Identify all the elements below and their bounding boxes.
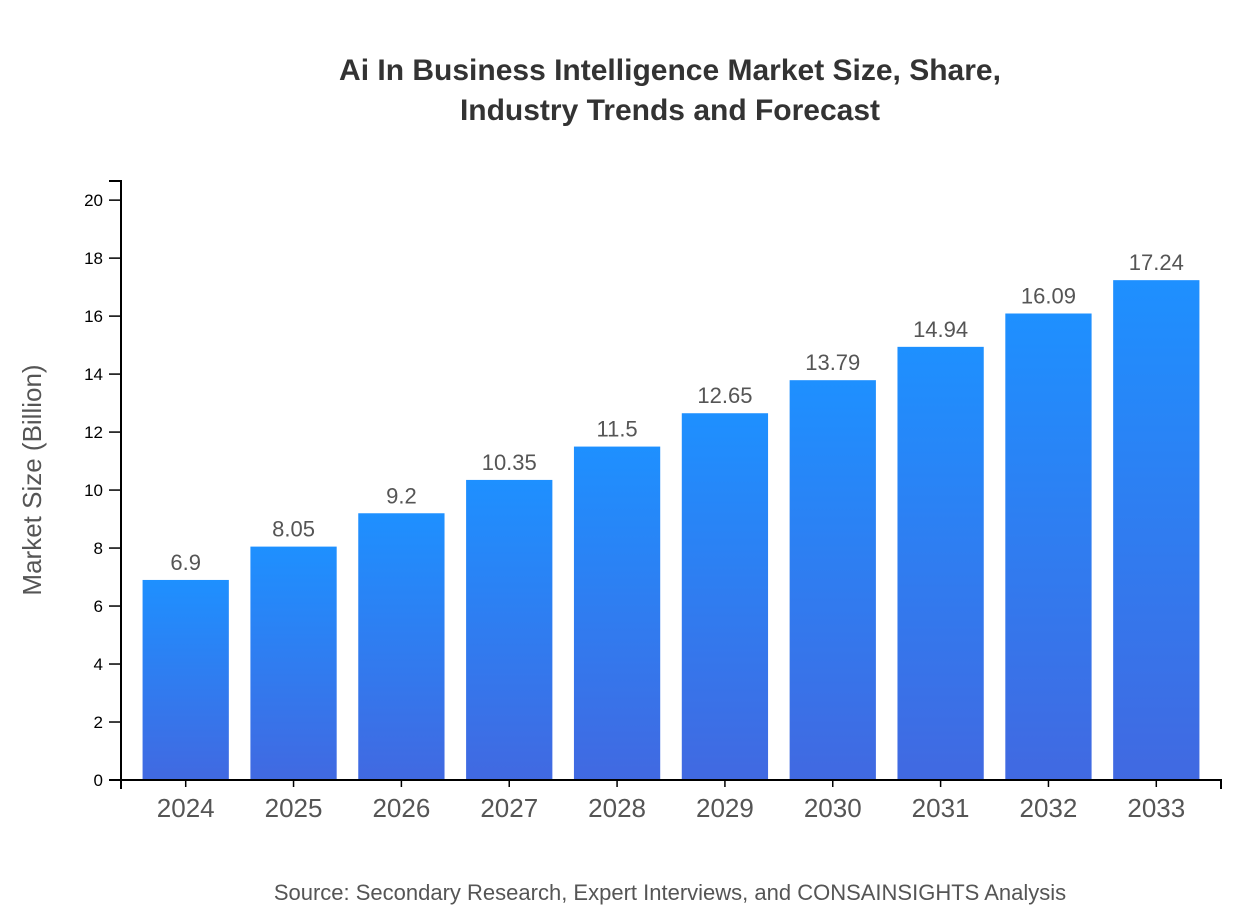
y-axis-title: Market Size (Billion) bbox=[17, 364, 47, 595]
bar-2028 bbox=[573, 446, 661, 780]
bar-2024 bbox=[142, 579, 229, 780]
x-tick-label: 2031 bbox=[912, 793, 970, 823]
y-tick-label: 12 bbox=[84, 423, 103, 442]
value-label: 12.65 bbox=[697, 383, 752, 408]
x-tick-label: 2032 bbox=[1020, 793, 1078, 823]
y-tick-label: 4 bbox=[94, 655, 103, 674]
chart-title-line-2: Industry Trends and Forecast bbox=[460, 94, 880, 127]
y-tick-label: 14 bbox=[84, 365, 103, 384]
bar-2031 bbox=[897, 346, 984, 780]
value-label: 13.79 bbox=[805, 350, 860, 375]
y-tick-label: 20 bbox=[84, 191, 103, 210]
y-tick-label: 0 bbox=[94, 771, 103, 790]
bar-2025 bbox=[250, 546, 337, 780]
value-label: 8.05 bbox=[272, 517, 315, 542]
bar-2033 bbox=[1113, 280, 1200, 780]
y-tick-label: 2 bbox=[94, 713, 103, 732]
value-label: 17.24 bbox=[1129, 250, 1184, 275]
value-label: 16.09 bbox=[1021, 283, 1076, 308]
x-axis-line bbox=[120, 779, 1222, 789]
value-label: 10.35 bbox=[482, 450, 537, 475]
x-tick-label: 2030 bbox=[804, 793, 862, 823]
bar-2029 bbox=[681, 413, 769, 780]
x-tick-label: 2033 bbox=[1127, 793, 1185, 823]
bar-2026 bbox=[358, 513, 445, 780]
value-label: 6.9 bbox=[170, 550, 201, 575]
bar-2032 bbox=[1005, 313, 1092, 780]
value-label: 9.2 bbox=[386, 483, 417, 508]
x-tick-label: 2027 bbox=[480, 793, 538, 823]
x-tick-label: 2025 bbox=[265, 793, 323, 823]
x-tick-label: 2026 bbox=[372, 793, 430, 823]
y-axis-line bbox=[109, 180, 122, 781]
y-tick-label: 16 bbox=[84, 307, 103, 326]
y-tick-label: 8 bbox=[94, 539, 103, 558]
bar-2027 bbox=[466, 479, 553, 780]
chart-title-line-1: Ai In Business Intelligence Market Size,… bbox=[339, 54, 1001, 87]
y-tick-label: 18 bbox=[84, 249, 103, 268]
bar-2030 bbox=[789, 380, 876, 780]
y-tick-label: 10 bbox=[84, 481, 103, 500]
source-note: Source: Secondary Research, Expert Inter… bbox=[274, 880, 1066, 905]
value-label: 11.5 bbox=[596, 417, 637, 442]
value-label: 14.94 bbox=[913, 317, 968, 342]
x-tick-label: 2029 bbox=[696, 793, 754, 823]
x-tick-label: 2028 bbox=[588, 793, 646, 823]
x-tick-label: 2024 bbox=[157, 793, 215, 823]
y-tick-label: 6 bbox=[94, 597, 103, 616]
